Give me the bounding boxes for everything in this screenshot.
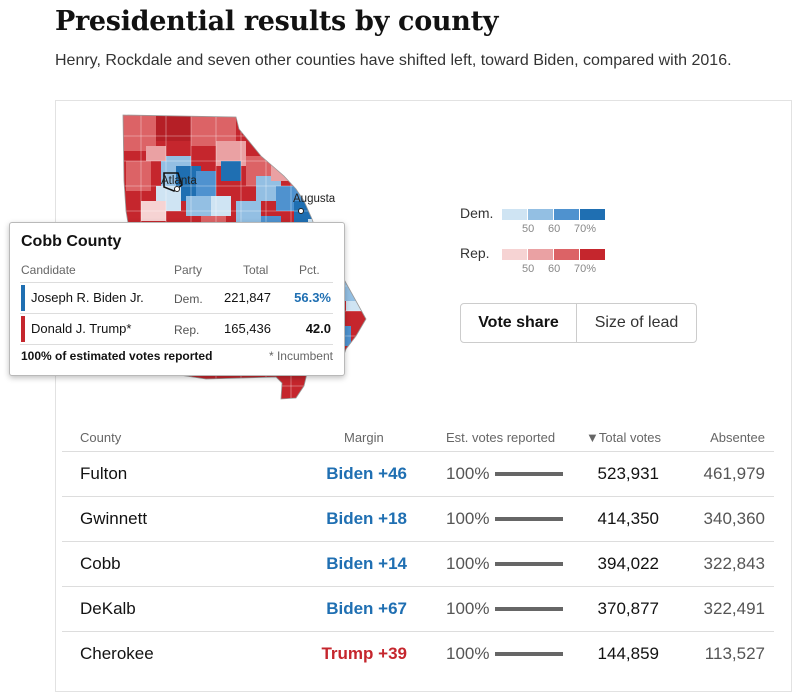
table-row[interactable]: Cherokee Trump +39 100% 144,859 113,527: [62, 631, 774, 676]
header-total-votes[interactable]: ▼Total votes: [586, 430, 662, 445]
candidate-name: Joseph R. Biden Jr.: [31, 290, 144, 305]
page-title: Presidential results by county: [55, 6, 499, 37]
atlanta-marker-icon: [174, 186, 180, 192]
candidate-party: Dem.: [174, 292, 203, 306]
total-votes: 414,350: [597, 509, 659, 528]
votes-reported-bar: [495, 472, 563, 476]
legend-dem-swatch-2: [528, 209, 553, 220]
legend-rep-swatch-3: [554, 249, 579, 260]
legend-rep-tick-70: 70%: [574, 263, 597, 275]
margin-value: Biden +67: [326, 599, 407, 618]
map-mode-toggle[interactable]: Vote share Size of lead: [460, 303, 697, 343]
size-of-lead-button[interactable]: Size of lead: [594, 314, 679, 331]
absentee-votes: 322,843: [703, 554, 765, 573]
legend-rep-tick-60: 60: [548, 263, 561, 275]
margin-value: Biden +18: [326, 509, 407, 528]
candidate-total: 165,436: [224, 321, 271, 336]
legend-dem-label: Dem.: [460, 205, 494, 221]
candidate-party: Rep.: [174, 323, 200, 337]
votes-reported-pct: 100%: [446, 599, 490, 618]
table-row[interactable]: Cobb Biden +14 100% 394,022 322,843: [62, 541, 774, 586]
legend-rep-label: Rep.: [460, 245, 490, 261]
tooltip-header-total: Total: [243, 263, 269, 277]
legend-rep-swatch-2: [528, 249, 553, 260]
header-county[interactable]: County: [80, 430, 122, 445]
votes-reported-pct: 100%: [446, 464, 490, 483]
table-row[interactable]: Gwinnett Biden +18 100% 414,350 340,360: [62, 496, 774, 541]
header-absentee[interactable]: Absentee: [710, 430, 765, 445]
legend-rep-swatch-4: [580, 249, 605, 260]
county-tooltip: Cobb County Candidate Party Total Pct. J…: [9, 222, 345, 376]
tooltip-header-pct: Pct.: [299, 263, 320, 277]
votes-reported-note: 100% of estimated votes reported: [21, 349, 213, 363]
votes-reported-pct: 100%: [446, 509, 490, 528]
county-name: Cobb: [80, 554, 121, 573]
votes-reported-bar: [495, 652, 563, 656]
legend-rep-swatch-1: [502, 249, 527, 260]
atlanta-label: Atlanta: [161, 175, 197, 187]
header-votes-reported[interactable]: Est. votes reported: [446, 430, 556, 445]
tooltip-header-candidate: Candidate: [21, 263, 76, 277]
legend-dem: Dem. 50 60 70%: [460, 205, 620, 241]
total-votes: 523,931: [597, 464, 659, 483]
results-table: County Margin Est. votes reported ▼Total…: [62, 425, 774, 676]
tooltip-header-party: Party: [174, 263, 203, 277]
votes-reported-bar: [495, 562, 563, 566]
table-body: Fulton Biden +46 100% 523,931 461,979 Gwinnet…: [62, 451, 774, 676]
legend-dem-swatch-1: [502, 209, 527, 220]
county-name: Fulton: [80, 464, 128, 483]
candidate-name: Donald J. Trump*: [31, 321, 132, 336]
absentee-votes: 461,979: [703, 464, 765, 483]
legend-dem-tick-50: 50: [522, 223, 535, 235]
legend-dem-swatch-4: [580, 209, 605, 220]
candidate-pct: 56.3%: [294, 290, 331, 305]
augusta-marker-icon: [298, 208, 304, 214]
vote-share-button[interactable]: Vote share: [461, 304, 577, 342]
table-row[interactable]: DeKalb Biden +67 100% 370,877 322,491: [62, 586, 774, 631]
tooltip-county-name: Cobb County: [21, 233, 122, 250]
total-votes: 394,022: [597, 554, 659, 573]
candidate-color-bar-rep: [21, 316, 25, 342]
absentee-votes: 113,527: [704, 644, 765, 663]
votes-reported-bar: [495, 607, 563, 611]
county-name: DeKalb: [80, 599, 136, 618]
margin-value: Trump +39: [321, 644, 407, 663]
legend-dem-tick-70: 70%: [574, 223, 597, 235]
table-row[interactable]: Fulton Biden +46 100% 523,931 461,979: [62, 451, 774, 496]
candidate-color-bar-dem: [21, 285, 25, 311]
legend-dem-swatch-3: [554, 209, 579, 220]
total-votes: 144,859: [597, 644, 659, 663]
county-name: Cherokee: [80, 644, 154, 663]
augusta-label: Augusta: [293, 193, 336, 205]
margin-value: Biden +46: [326, 464, 407, 483]
table-header: County Margin Est. votes reported ▼Total…: [62, 425, 774, 451]
absentee-votes: 322,491: [703, 599, 765, 618]
total-votes: 370,877: [597, 599, 659, 618]
votes-reported-pct: 100%: [446, 644, 490, 663]
candidate-pct: 42.0: [305, 321, 331, 336]
margin-value: Biden +14: [326, 554, 407, 573]
page-subtitle: Henry, Rockdale and seven other counties…: [55, 52, 732, 69]
legend-dem-tick-60: 60: [548, 223, 561, 235]
legend-rep-tick-50: 50: [522, 263, 535, 275]
candidate-total: 221,847: [224, 290, 271, 305]
incumbent-note: * Incumbent: [268, 349, 333, 363]
legend-rep: Rep. 50 60 70%: [460, 245, 620, 281]
county-name: Gwinnett: [80, 509, 148, 528]
votes-reported-pct: 100%: [446, 554, 490, 573]
header-margin[interactable]: Margin: [344, 430, 384, 445]
votes-reported-bar: [495, 517, 563, 521]
absentee-votes: 340,360: [703, 509, 765, 528]
